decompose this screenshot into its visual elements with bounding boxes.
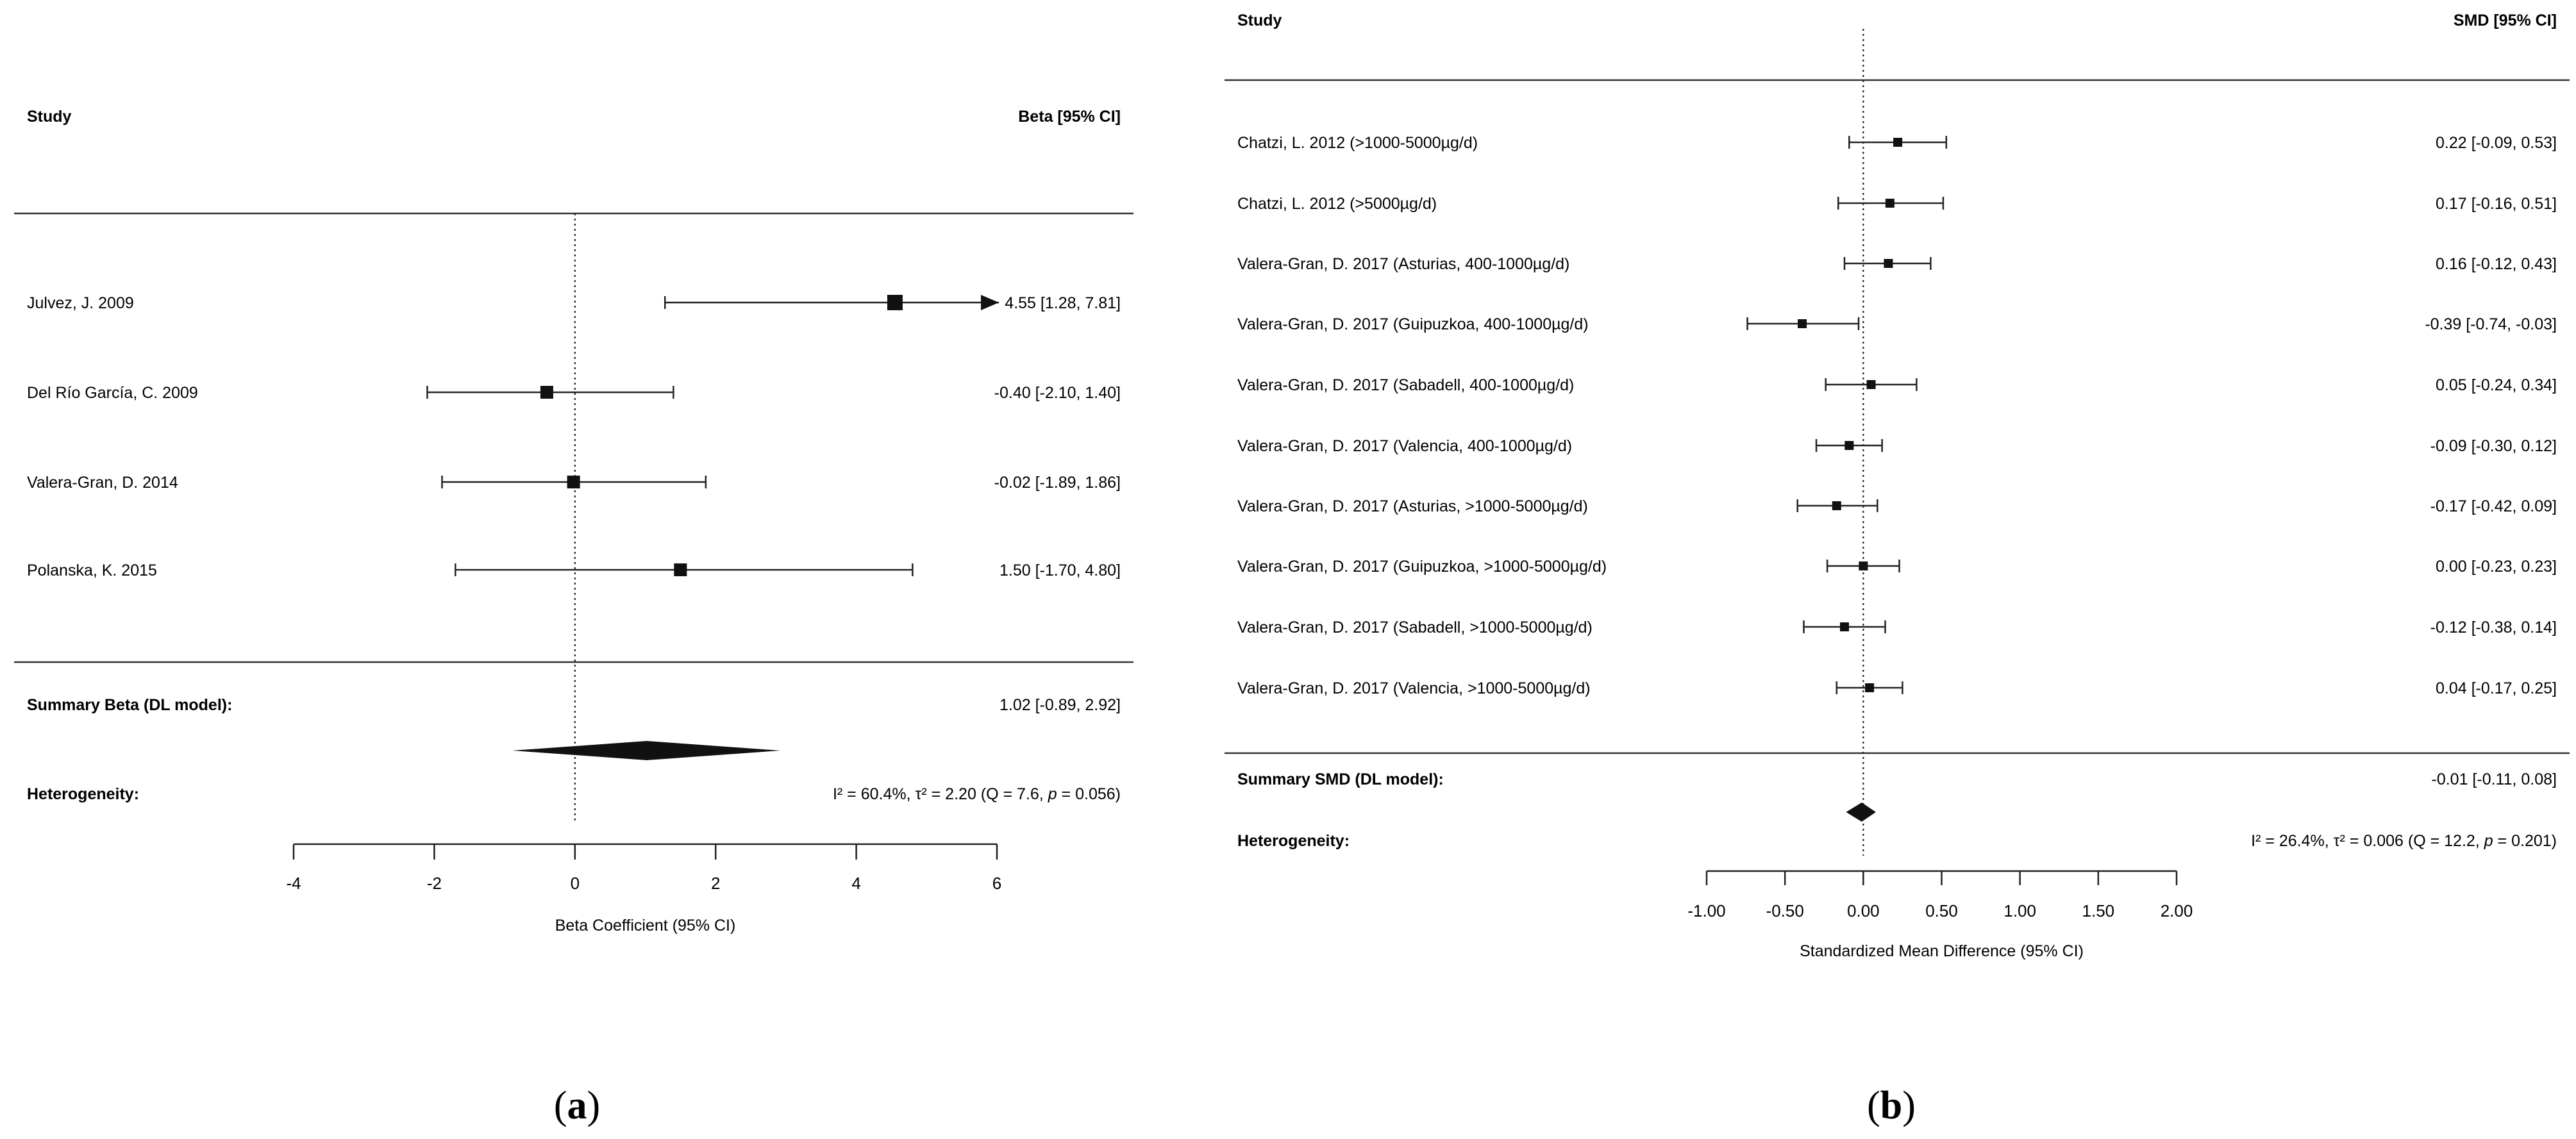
x-axis-title: Beta Coefficient (95% CI) <box>555 917 736 935</box>
study-row: Valera-Gran, D. 2017 (Asturias, 400-1000… <box>1237 255 2557 273</box>
study-estimate-text: -0.02 [-1.89, 1.86] <box>994 474 1121 492</box>
point-estimate-square <box>1866 380 1876 389</box>
summary-label: Summary Beta (DL model): <box>27 696 232 714</box>
study-row: Valera-Gran, D. 2017 (Guipuzkoa, 400-100… <box>1237 315 2557 333</box>
point-estimate-square <box>1832 501 1841 510</box>
study-estimate-text: 0.04 [-0.17, 0.25] <box>2436 679 2557 697</box>
x-axis-title: Standardized Mean Difference (95% CI) <box>1800 942 2084 960</box>
study-label: Chatzi, L. 2012 (>5000µg/d) <box>1237 195 1437 213</box>
forest-plot-panel-b: Study SMD [95% CI] Chatzi, L. 2012 (>1000-… <box>1225 12 2570 960</box>
study-row: Polanska, K. 2015 1.50 [-1.70, 4.80] <box>27 561 1121 579</box>
heterogeneity-stats-text: I² = 60.4%, τ² = 2.20 (Q = 7.6, p = 0.05… <box>833 785 1121 803</box>
study-label: Valera-Gran, D. 2017 (Guipuzkoa, >1000-5… <box>1237 558 1607 576</box>
x-tick-label: 2 <box>711 874 720 893</box>
summary-diamond <box>512 741 781 760</box>
study-row: Del Río García, C. 2009 -0.40 [-2.10, 1.4… <box>27 384 1121 402</box>
study-estimate-text: 0.17 [-0.16, 0.51] <box>2436 195 2557 213</box>
study-estimate-text: -0.12 [-0.38, 0.14] <box>2430 619 2557 636</box>
forest-plot-panel-a: Study Beta [95% CI] Julvez, J. 2009 4.55 [1… <box>14 108 1133 935</box>
study-label: Del Río García, C. 2009 <box>27 384 198 402</box>
effect-column-header: SMD [95% CI] <box>2454 12 2557 29</box>
study-row: Valera-Gran, D. 2017 (Guipuzkoa, >1000-5… <box>1237 558 2557 576</box>
study-column-header: Study <box>1237 12 1282 29</box>
x-tick-label: 1.00 <box>2003 901 2036 920</box>
study-row: Valera-Gran, D. 2017 (Sabadell, >1000-50… <box>1237 619 2557 636</box>
point-estimate-square <box>1885 199 1894 208</box>
heterogeneity-stats-text: I² = 26.4%, τ² = 0.006 (Q = 12.2, p = 0.… <box>2251 832 2557 850</box>
heterogeneity-label: Heterogeneity: <box>1237 832 1350 850</box>
study-estimate-text: -0.17 [-0.42, 0.09] <box>2430 497 2557 515</box>
ci-arrow <box>981 295 999 310</box>
x-tick-label: 4 <box>851 874 860 893</box>
x-tick-label: -2 <box>427 874 442 893</box>
point-estimate-square <box>1884 259 1893 268</box>
study-row: Julvez, J. 2009 4.55 [1.28, 7.81] <box>27 294 1121 312</box>
heterogeneity-label: Heterogeneity: <box>27 785 139 803</box>
study-estimate-text: 0.00 [-0.23, 0.23] <box>2436 558 2557 576</box>
study-row: Chatzi, L. 2012 (>5000µg/d) 0.17 [-0.16, … <box>1237 195 2557 213</box>
study-column-header: Study <box>27 108 72 126</box>
study-label: Valera-Gran, D. 2017 (Sabadell, >1000-50… <box>1237 619 1593 636</box>
point-estimate-square <box>567 476 580 488</box>
x-tick-label: 6 <box>992 874 1001 893</box>
x-tick-label: 0.50 <box>1925 901 1958 920</box>
summary-diamond <box>1846 802 1876 822</box>
study-label: Chatzi, L. 2012 (>1000-5000µg/d) <box>1237 134 1478 152</box>
summary-estimate-text: -0.01 [-0.11, 0.08] <box>2432 770 2557 788</box>
point-estimate-square <box>1798 319 1807 328</box>
summary-estimate-text: 1.02 [-0.89, 2.92] <box>999 696 1121 714</box>
study-estimate-text: 0.22 [-0.09, 0.53] <box>2436 134 2557 152</box>
x-tick-label: -0.50 <box>1766 901 1804 920</box>
study-row: Chatzi, L. 2012 (>1000-5000µg/d) 0.22 [-0… <box>1237 134 2557 152</box>
point-estimate-square <box>887 295 903 310</box>
x-tick-label: 1.50 <box>2082 901 2115 920</box>
panel-caption: (a) <box>554 1084 600 1127</box>
x-tick-label: 2.00 <box>2161 901 2193 920</box>
study-label: Valera-Gran, D. 2017 (Valencia, 400-1000… <box>1237 437 1572 455</box>
study-label: Valera-Gran, D. 2017 (Guipuzkoa, 400-100… <box>1237 315 1589 333</box>
x-tick-label: 0 <box>571 874 580 893</box>
study-label: Valera-Gran, D. 2017 (Asturias, >1000-50… <box>1237 497 1588 515</box>
study-estimate-text: 4.55 [1.28, 7.81] <box>1005 294 1121 312</box>
study-label: Julvez, J. 2009 <box>27 294 134 312</box>
study-label: Valera-Gran, D. 2014 <box>27 474 178 492</box>
point-estimate-square <box>1844 441 1854 450</box>
point-estimate-square <box>540 386 553 399</box>
point-estimate-square <box>674 563 687 576</box>
study-row: Valera-Gran, D. 2017 (Sabadell, 400-1000… <box>1237 376 2557 394</box>
x-tick-label: 0.00 <box>1847 901 1880 920</box>
point-estimate-square <box>1893 138 1903 147</box>
study-estimate-text: -0.40 [-2.10, 1.40] <box>994 384 1121 402</box>
study-estimate-text: 0.05 [-0.24, 0.34] <box>2436 376 2557 394</box>
study-row: Valera-Gran, D. 2017 (Valencia, 400-1000… <box>1237 437 2557 455</box>
point-estimate-square <box>1859 561 1868 570</box>
point-estimate-square <box>1840 622 1850 631</box>
study-label: Valera-Gran, D. 2017 (Sabadell, 400-1000… <box>1237 376 1574 394</box>
study-estimate-text: -0.09 [-0.30, 0.12] <box>2430 437 2557 455</box>
summary-label: Summary SMD (DL model): <box>1237 770 1444 788</box>
study-label: Valera-Gran, D. 2017 (Asturias, 400-1000… <box>1237 255 1569 273</box>
x-tick-label: -4 <box>286 874 301 893</box>
study-label: Valera-Gran, D. 2017 (Valencia, >1000-50… <box>1237 679 1591 697</box>
study-label: Polanska, K. 2015 <box>27 561 157 579</box>
point-estimate-square <box>1865 683 1875 692</box>
panel-caption: (b) <box>1867 1084 1916 1127</box>
study-estimate-text: 0.16 [-0.12, 0.43] <box>2436 255 2557 273</box>
x-tick-label: -1.00 <box>1687 901 1725 920</box>
study-row: Valera-Gran, D. 2014 -0.02 [-1.89, 1.86] <box>27 474 1121 492</box>
study-estimate-text: 1.50 [-1.70, 4.80] <box>999 561 1121 579</box>
study-estimate-text: -0.39 [-0.74, -0.03] <box>2425 315 2557 333</box>
study-row: Valera-Gran, D. 2017 (Asturias, >1000-50… <box>1237 497 2557 515</box>
study-row: Valera-Gran, D. 2017 (Valencia, >1000-50… <box>1237 679 2557 697</box>
effect-column-header: Beta [95% CI] <box>1018 108 1121 126</box>
